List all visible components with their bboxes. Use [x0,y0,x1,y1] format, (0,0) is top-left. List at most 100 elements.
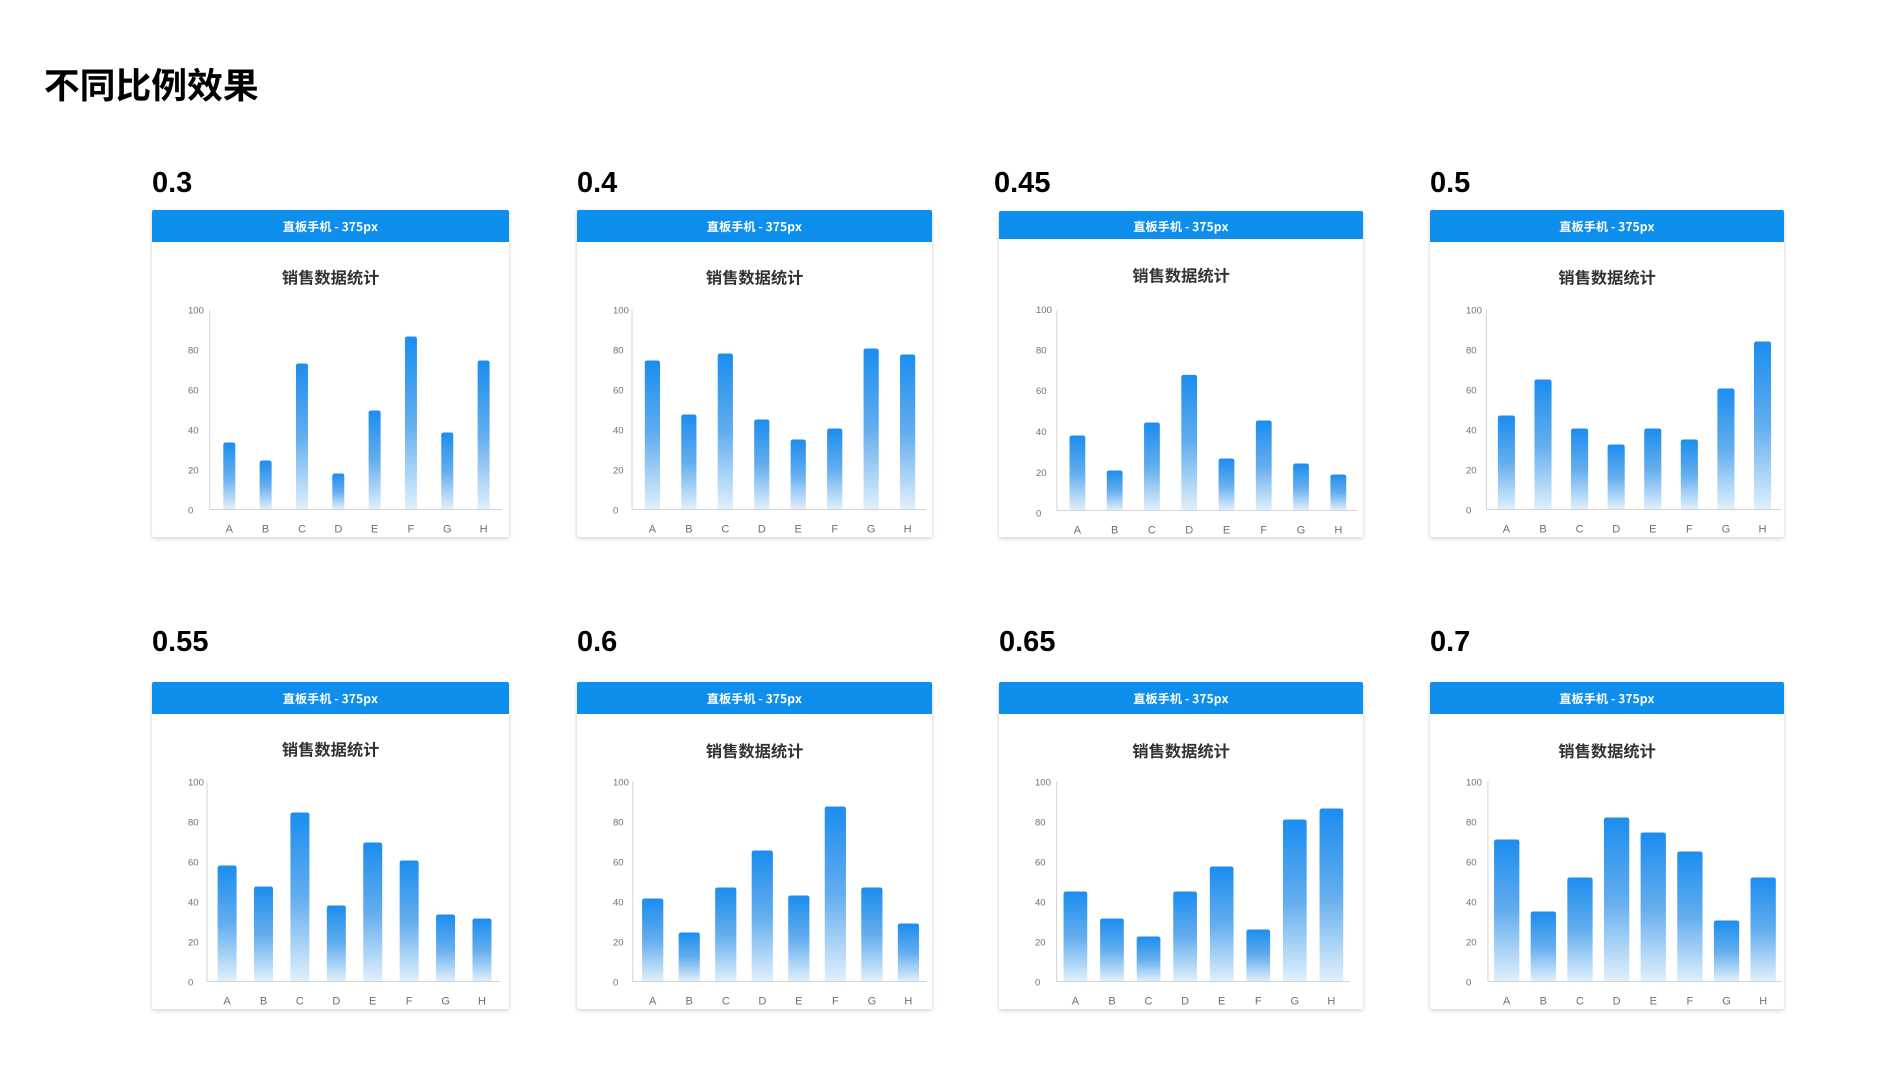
svg-text:40: 40 [1036,427,1047,438]
svg-text:D: D [758,996,766,1008]
svg-text:B: B [686,996,693,1008]
svg-text:60: 60 [1035,858,1046,869]
svg-text:0: 0 [188,978,193,989]
svg-text:60: 60 [188,386,199,397]
svg-text:C: C [1576,524,1584,536]
svg-text:C: C [298,524,306,536]
svg-text:H: H [1759,996,1767,1008]
svg-text:C: C [722,996,730,1008]
svg-text:40: 40 [1035,898,1046,909]
svg-text:D: D [1185,525,1193,537]
svg-text:H: H [480,524,488,536]
svg-text:80: 80 [613,346,624,357]
svg-text:C: C [1148,525,1156,537]
svg-text:100: 100 [1466,306,1482,317]
svg-text:0: 0 [1466,506,1471,517]
svg-text:A: A [223,996,231,1008]
svg-text:B: B [1540,996,1547,1008]
svg-text:20: 20 [1035,938,1046,949]
svg-text:40: 40 [1466,426,1477,437]
svg-text:60: 60 [1466,386,1477,397]
svg-text:20: 20 [1466,938,1477,949]
svg-text:100: 100 [613,306,629,317]
svg-text:D: D [758,524,766,536]
svg-text:20: 20 [188,938,199,949]
svg-text:E: E [371,524,378,536]
svg-text:60: 60 [1466,858,1477,869]
svg-text:20: 20 [1036,468,1047,479]
svg-text:100: 100 [1036,305,1052,316]
svg-text:B: B [260,996,267,1008]
svg-text:0: 0 [1036,509,1041,520]
svg-text:G: G [1291,996,1300,1008]
svg-text:60: 60 [1036,386,1047,397]
svg-text:80: 80 [188,818,199,829]
svg-text:F: F [1260,525,1267,537]
svg-text:E: E [369,996,376,1008]
svg-text:20: 20 [613,938,624,949]
svg-text:40: 40 [188,898,199,909]
svg-text:E: E [1650,996,1657,1008]
svg-text:F: F [832,996,839,1008]
svg-text:0: 0 [1035,978,1040,989]
svg-text:C: C [296,996,304,1008]
svg-text:100: 100 [188,306,204,317]
svg-text:60: 60 [613,386,624,397]
svg-text:80: 80 [1466,818,1477,829]
svg-text:B: B [1539,524,1546,536]
svg-text:D: D [1613,996,1621,1008]
svg-text:F: F [408,524,415,536]
svg-text:H: H [904,524,912,536]
svg-text:A: A [1074,525,1082,537]
svg-text:E: E [1223,525,1230,537]
svg-text:H: H [1759,524,1767,536]
svg-text:80: 80 [188,346,199,357]
svg-text:40: 40 [188,426,199,437]
svg-text:20: 20 [1466,466,1477,477]
svg-text:0: 0 [613,506,618,517]
svg-text:B: B [1111,525,1118,537]
svg-text:E: E [795,996,802,1008]
svg-text:B: B [1108,996,1115,1008]
svg-text:80: 80 [1466,346,1477,357]
svg-text:80: 80 [1036,346,1047,357]
svg-text:E: E [795,524,802,536]
svg-text:60: 60 [188,858,199,869]
svg-text:20: 20 [613,466,624,477]
svg-text:D: D [1181,996,1189,1008]
svg-text:F: F [1255,996,1262,1008]
svg-text:100: 100 [1035,778,1051,789]
svg-text:40: 40 [613,426,624,437]
svg-text:H: H [1327,996,1335,1008]
svg-text:C: C [1576,996,1584,1008]
svg-text:G: G [1722,524,1731,536]
svg-text:100: 100 [188,778,204,789]
svg-text:C: C [1145,996,1153,1008]
svg-text:A: A [226,524,234,536]
svg-text:D: D [334,524,342,536]
svg-text:F: F [406,996,413,1008]
svg-text:G: G [443,524,452,536]
svg-text:G: G [441,996,450,1008]
svg-text:G: G [1297,525,1306,537]
svg-text:F: F [1686,524,1693,536]
svg-text:E: E [1218,996,1225,1008]
svg-text:A: A [1503,996,1511,1008]
svg-text:A: A [1072,996,1080,1008]
svg-text:40: 40 [613,898,624,909]
svg-text:G: G [1722,996,1731,1008]
svg-text:C: C [721,524,729,536]
svg-text:0: 0 [188,506,193,517]
svg-text:B: B [262,524,269,536]
svg-text:0: 0 [1466,978,1471,989]
svg-text:H: H [478,996,486,1008]
svg-text:80: 80 [1035,818,1046,829]
svg-text:G: G [867,524,876,536]
svg-text:B: B [685,524,692,536]
svg-text:60: 60 [613,858,624,869]
svg-text:H: H [1334,525,1342,537]
svg-text:0: 0 [613,978,618,989]
svg-text:F: F [831,524,838,536]
svg-text:40: 40 [1466,898,1477,909]
svg-text:H: H [904,996,912,1008]
